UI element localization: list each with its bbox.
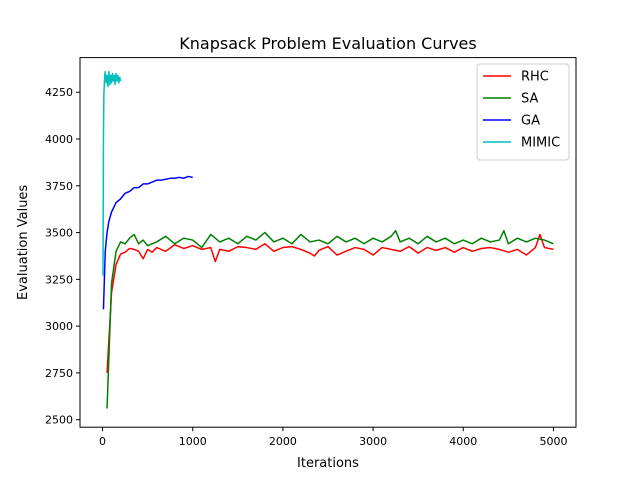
plot-frame bbox=[79, 57, 577, 428]
x-tick-label: 1000 bbox=[179, 435, 207, 448]
series-line-mimic bbox=[102, 70, 122, 276]
x-tick-label: 3000 bbox=[359, 435, 387, 448]
series-line-ga bbox=[102, 175, 193, 310]
x-tick-label: 4000 bbox=[449, 435, 477, 448]
x-tick-label: 2000 bbox=[269, 435, 297, 448]
y-tick-label: 3000 bbox=[45, 320, 73, 333]
legend-label-sa: SA bbox=[521, 92, 538, 107]
x-tick-label: 5000 bbox=[539, 435, 567, 448]
legend-label-mimic: MIMIC bbox=[521, 136, 560, 151]
y-tick-label: 3750 bbox=[45, 180, 73, 193]
legend-frame bbox=[476, 63, 570, 161]
y-tick-label: 3250 bbox=[45, 273, 73, 286]
y-tick-label: 4250 bbox=[45, 86, 73, 99]
x-axis-label: Iterations bbox=[297, 456, 359, 471]
series-line-sa bbox=[106, 229, 554, 409]
chart-title: Knapsack Problem Evaluation Curves bbox=[179, 34, 476, 53]
y-tick-label: 4000 bbox=[45, 133, 73, 146]
y-tick-label: 2500 bbox=[45, 414, 73, 427]
legend: RHC SA GA MIMIC bbox=[476, 63, 570, 161]
series-line-rhc bbox=[106, 233, 554, 373]
legend-label-ga: GA bbox=[521, 114, 540, 129]
y-axis-label: Evaluation Values bbox=[16, 185, 31, 300]
legend-label-rhc: RHC bbox=[521, 70, 549, 85]
y-tick-label: 2750 bbox=[45, 367, 73, 380]
y-tick-label: 3500 bbox=[45, 227, 73, 240]
x-tick-label: 0 bbox=[99, 435, 106, 448]
